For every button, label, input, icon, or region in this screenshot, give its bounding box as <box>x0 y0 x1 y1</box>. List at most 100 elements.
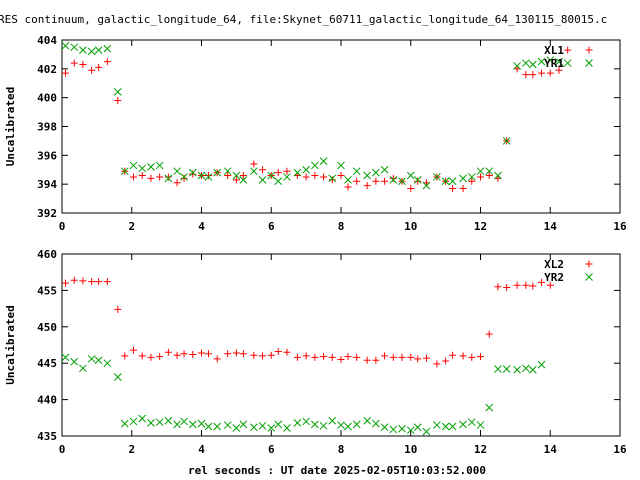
legend-label: YR1 <box>544 57 564 70</box>
x-tick-label: 10 <box>404 220 417 233</box>
data-point-xl2 <box>513 281 521 289</box>
y-tick-label: 450 <box>37 321 57 334</box>
data-point-yr1 <box>302 165 310 174</box>
data-point-yr1 <box>258 175 267 184</box>
data-point-xl1 <box>459 184 467 192</box>
data-point-xl1 <box>353 177 361 185</box>
y-tick-label: 400 <box>37 92 57 105</box>
x-tick-label: 14 <box>544 443 558 456</box>
data-point-xl2 <box>344 353 352 361</box>
data-point-xl2 <box>121 352 129 360</box>
y-tick-label: 404 <box>37 34 57 47</box>
data-point-xl2 <box>503 283 511 291</box>
data-point-xl1 <box>156 173 164 181</box>
data-point-yr2 <box>70 357 79 366</box>
y-tick-label: 402 <box>37 63 57 76</box>
data-point-xl1 <box>449 184 457 192</box>
y-axis-label: Uncalibrated <box>4 305 17 384</box>
data-point-yr1 <box>239 175 248 184</box>
data-point-yr2 <box>155 418 164 427</box>
data-point-xl2 <box>88 278 96 286</box>
data-point-yr1 <box>249 167 258 176</box>
data-point-yr1 <box>61 41 70 50</box>
x-tick-label: 6 <box>268 220 275 233</box>
y-tick-label: 392 <box>37 207 57 220</box>
data-point-yr2 <box>94 356 103 365</box>
data-point-yr2 <box>459 420 467 429</box>
data-point-yr2 <box>113 373 122 381</box>
data-point-xl2 <box>259 352 267 360</box>
data-point-xl1 <box>103 58 111 66</box>
data-point-xl1 <box>274 169 282 177</box>
data-point-xl2 <box>353 353 361 361</box>
data-point-yr1 <box>521 59 530 67</box>
data-point-yr1 <box>232 171 241 180</box>
y-tick-label: 460 <box>37 248 57 261</box>
data-point-yr2 <box>441 422 450 431</box>
data-point-yr2 <box>204 422 213 431</box>
data-point-xl2 <box>302 352 310 360</box>
data-point-yr1 <box>213 168 222 177</box>
data-point-yr1 <box>372 168 380 177</box>
data-point-yr1 <box>433 173 441 181</box>
x-tick-label: 0 <box>59 220 66 233</box>
data-point-yr1 <box>528 60 537 69</box>
legend-marker <box>585 46 593 54</box>
data-point-xl2 <box>538 278 546 286</box>
data-point-xl1 <box>363 182 371 190</box>
data-point-yr1 <box>422 181 431 190</box>
data-point-yr2 <box>344 422 352 431</box>
data-point-xl2 <box>138 352 146 360</box>
data-point-yr2 <box>138 414 147 423</box>
data-point-xl1 <box>311 172 319 180</box>
data-point-yr1 <box>441 177 450 186</box>
data-point-yr1 <box>120 167 129 176</box>
chart-title: RES continuum, galactic_longitude_64, fi… <box>0 13 607 26</box>
data-point-xl2 <box>189 350 197 358</box>
data-point-yr2 <box>485 403 494 412</box>
data-point-yr2 <box>274 420 283 429</box>
data-point-xl1 <box>114 97 122 105</box>
data-point-yr2 <box>188 420 197 429</box>
x-tick-label: 12 <box>474 220 487 233</box>
data-point-xl1 <box>70 59 78 67</box>
data-point-xl2 <box>274 348 282 356</box>
data-point-yr1 <box>147 163 155 171</box>
data-point-yr1 <box>476 167 485 176</box>
data-point-xl2 <box>449 351 457 359</box>
data-point-xl1 <box>224 172 232 180</box>
data-point-xl1 <box>250 160 258 168</box>
data-point-xl1 <box>477 173 484 181</box>
data-point-yr2 <box>363 416 372 425</box>
data-point-yr1 <box>94 46 103 54</box>
data-point-yr1 <box>513 62 521 70</box>
data-point-xl1 <box>344 183 352 191</box>
data-point-yr2 <box>502 365 511 373</box>
data-point-xl2 <box>414 355 422 363</box>
data-point-yr2 <box>302 417 310 426</box>
x-axis-label: rel seconds : UT date 2025-02-05T10:03:5… <box>188 464 486 477</box>
data-point-xl2 <box>381 352 389 360</box>
data-point-yr2 <box>239 420 248 429</box>
data-point-xl1 <box>147 174 155 182</box>
data-point-xl2 <box>311 353 319 361</box>
data-point-xl2 <box>103 278 111 286</box>
data-point-xl2 <box>129 346 137 354</box>
data-point-yr1 <box>494 171 502 180</box>
plot-frame <box>61 39 621 214</box>
data-point-xl2 <box>114 305 122 313</box>
data-point-yr2 <box>61 353 70 362</box>
data-point-xl1 <box>529 71 537 79</box>
data-point-xl2 <box>61 279 69 287</box>
data-point-xl1 <box>555 66 563 74</box>
data-point-yr1 <box>293 168 302 177</box>
data-point-yr1 <box>328 174 337 183</box>
data-point-yr1 <box>70 43 79 52</box>
data-point-xl1 <box>189 170 197 178</box>
data-point-xl2 <box>468 353 476 361</box>
data-point-yr1 <box>398 177 406 186</box>
top-panel: 0 2 4 6 8 10 12 14 16 392 394 396 398 400 402 404 Uncali… <box>4 34 627 233</box>
data-point-xl1 <box>173 179 181 187</box>
x-tick-label: 6 <box>268 443 275 456</box>
